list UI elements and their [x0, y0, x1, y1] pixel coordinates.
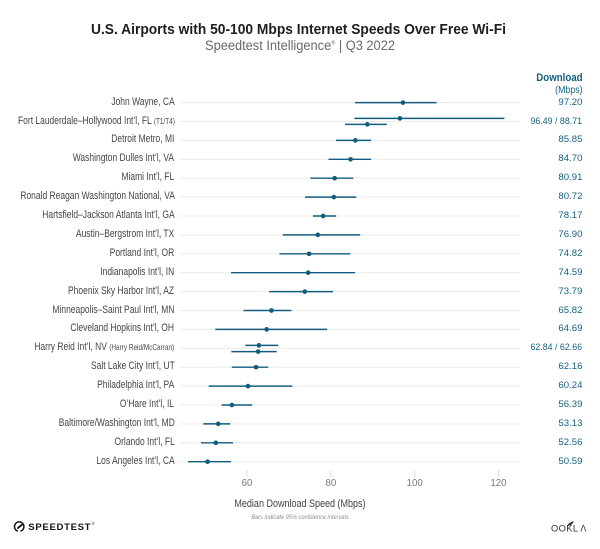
svg-text:OOKL: OOKL	[551, 523, 578, 533]
svg-text:SPEEDTEST: SPEEDTEST	[28, 522, 91, 533]
svg-text:Λ: Λ	[580, 523, 587, 533]
svg-text:®: ®	[92, 521, 95, 526]
